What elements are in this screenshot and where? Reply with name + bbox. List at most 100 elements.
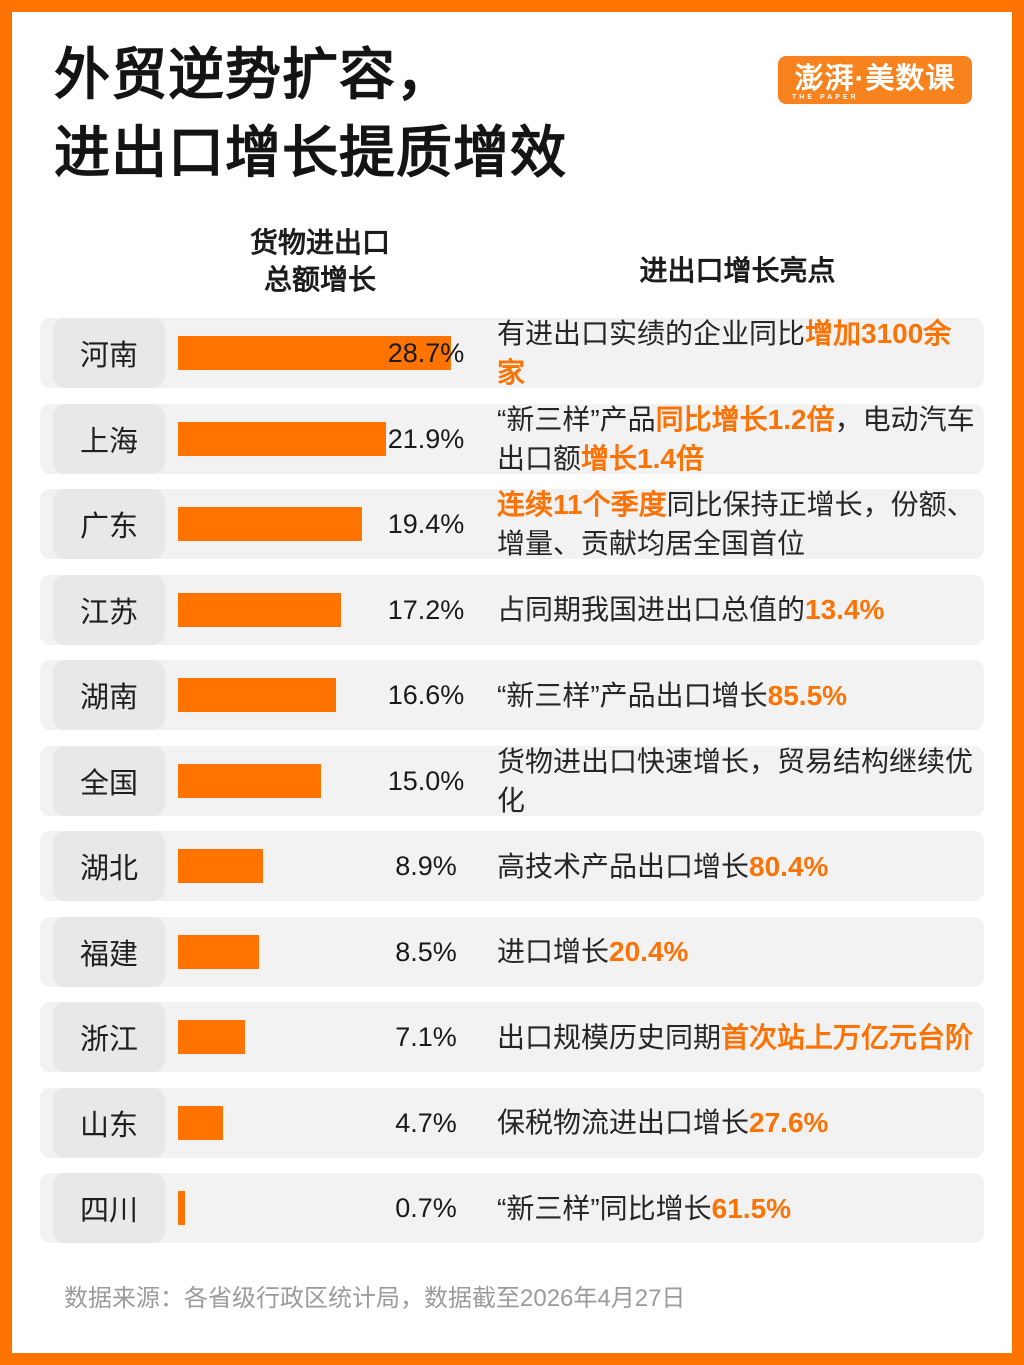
- page-title: 外贸逆势扩容， 进出口增长提质增效: [54, 36, 567, 192]
- highlight-cell: 保税物流进出口增长27.6%: [497, 1088, 975, 1158]
- highlight-emphasis: 同比增长1.2倍: [655, 403, 835, 435]
- highlight-plain: “新三样”产品出口增长: [497, 679, 768, 711]
- highlight-text: 进口增长20.4%: [497, 932, 688, 971]
- highlight-emphasis: 61.5%: [711, 1192, 792, 1224]
- highlight-cell: 连续11个季度同比保持正增长，份额、增量、贡献均居全国首位: [497, 489, 975, 559]
- value-bar: [178, 678, 336, 712]
- province-label: 四川: [53, 1173, 165, 1243]
- province-label: 福建: [53, 916, 165, 987]
- highlight-cell: 货物进出口快速增长，贸易结构继续优化: [497, 746, 975, 816]
- highlight-emphasis: 20.4%: [609, 936, 689, 967]
- highlight-text: 连续11个季度同比保持正增长，份额、增量、贡献均居全国首位: [497, 485, 975, 563]
- highlight-cell: 占同期我国进出口总值的13.4%: [497, 575, 975, 645]
- table-row: 江苏 17.2% 占同期我国进出口总值的13.4%: [40, 574, 984, 645]
- the-paper-logo: 澎湃·美数课 THE PAPER: [778, 56, 972, 104]
- table-row: 全国 15.0% 货物进出口快速增长，贸易结构继续优化: [40, 745, 984, 816]
- highlight-emphasis: 85.5%: [767, 679, 848, 711]
- value-bar: [178, 336, 451, 370]
- value-label: 8.9%: [395, 851, 457, 881]
- province-label: 江苏: [53, 574, 165, 645]
- value-bar: [178, 849, 263, 883]
- highlight-plain: 货物进出口快速增长，贸易结构继续优化: [497, 745, 974, 816]
- province-label: 广东: [53, 489, 165, 559]
- value-label: 28.7%: [387, 338, 465, 368]
- province-label: 河南: [53, 318, 165, 388]
- table-row: 四川 0.7% “新三样”同比增长61.5%: [40, 1173, 984, 1243]
- highlight-emphasis: 27.6%: [749, 1107, 829, 1138]
- highlight-cell: “新三样”产品出口增长85.5%: [497, 660, 975, 730]
- highlight-emphasis: 增长1.4倍: [581, 442, 704, 474]
- highlight-plain: 同比保持正增长，份额、增量、贡献均居全国首位: [497, 489, 975, 559]
- column-header-highlights: 进出口增长亮点: [639, 255, 836, 286]
- logo-subtext: THE PAPER: [792, 94, 859, 101]
- highlight-text: 有进出口实绩的企业同比增加3100余家: [497, 314, 975, 392]
- value-bar: [178, 934, 259, 969]
- highlight-emphasis: 首次站上万亿元台阶: [721, 1021, 974, 1053]
- highlight-plain: ，电动汽车出口额: [497, 403, 975, 474]
- table-row: 湖北 8.9% 高技术产品出口增长80.4%: [40, 831, 984, 901]
- highlight-text: 保税物流进出口增长27.6%: [497, 1103, 828, 1142]
- value-label: 0.7%: [395, 1193, 457, 1223]
- table-row: 浙江 7.1% 出口规模历史同期首次站上万亿元台阶: [40, 1002, 984, 1072]
- highlight-cell: “新三样”产品同比增长1.2倍，电动汽车出口额增长1.4倍: [497, 404, 975, 474]
- highlight-emphasis: 80.4%: [749, 850, 829, 882]
- highlight-cell: 有进出口实绩的企业同比增加3100余家: [497, 318, 975, 388]
- highlight-cell: 高技术产品出口增长80.4%: [497, 831, 975, 901]
- highlight-text: 占同期我国进出口总值的13.4%: [497, 590, 884, 629]
- highlight-cell: 进口增长20.4%: [497, 917, 975, 987]
- bar-chart: 河南 28.7% 有进出口实绩的企业同比增加3100余家 上海 21.9% “新…: [40, 318, 984, 1259]
- value-label: 7.1%: [395, 1022, 457, 1052]
- highlight-emphasis: 增加3100余家: [497, 318, 952, 388]
- value-label: 19.4%: [387, 509, 465, 539]
- value-bar: [178, 763, 321, 798]
- highlight-plain: 保税物流进出口增长: [497, 1107, 750, 1138]
- table-row: 广东 19.4% 连续11个季度同比保持正增长，份额、增量、贡献均居全国首位: [40, 489, 984, 559]
- highlight-plain: “新三样”产品: [497, 403, 656, 435]
- highlight-emphasis: 13.4%: [805, 594, 885, 625]
- highlight-plain: 高技术产品出口增长: [497, 850, 750, 882]
- highlight-cell: 出口规模历史同期首次站上万亿元台阶: [497, 1002, 975, 1072]
- value-label: 16.6%: [387, 680, 465, 710]
- highlight-text: 出口规模历史同期首次站上万亿元台阶: [497, 1018, 973, 1057]
- highlight-emphasis: 连续11个季度: [497, 489, 667, 520]
- value-label: 15.0%: [387, 765, 465, 796]
- value-bar: [178, 1191, 185, 1225]
- column-header-bar-line1: 货物进出口: [249, 227, 390, 258]
- highlight-text: “新三样”产品出口增长85.5%: [497, 676, 847, 715]
- highlight-plain: 占同期我国进出口总值的: [497, 594, 806, 625]
- highlight-plain: 出口规模历史同期: [497, 1021, 722, 1053]
- value-label: 17.2%: [387, 594, 465, 625]
- highlight-cell: “新三样”同比增长61.5%: [497, 1173, 975, 1243]
- column-header-bar-line2: 总额增长: [263, 264, 376, 295]
- logo-text: 澎湃·美数课: [794, 63, 956, 95]
- province-label: 湖北: [53, 831, 165, 901]
- table-row: 上海 21.9% “新三样”产品同比增长1.2倍，电动汽车出口额增长1.4倍: [40, 403, 984, 474]
- province-label: 上海: [53, 403, 165, 474]
- highlight-text: “新三样”同比增长61.5%: [497, 1189, 791, 1228]
- value-label: 21.9%: [387, 423, 465, 454]
- value-bar: [178, 1105, 223, 1140]
- table-row: 福建 8.5% 进口增长20.4%: [40, 916, 984, 987]
- table-row: 山东 4.7% 保税物流进出口增长27.6%: [40, 1087, 984, 1158]
- value-bar: [178, 592, 341, 627]
- table-row: 湖南 16.6% “新三样”产品出口增长85.5%: [40, 660, 984, 730]
- page-title-line2: 进出口增长提质增效: [54, 121, 567, 184]
- table-row: 河南 28.7% 有进出口实绩的企业同比增加3100余家: [40, 318, 984, 388]
- province-label: 山东: [53, 1087, 165, 1158]
- highlight-text: 高技术产品出口增长80.4%: [497, 847, 828, 886]
- highlight-text: “新三样”产品同比增长1.2倍，电动汽车出口额增长1.4倍: [497, 400, 975, 478]
- value-bar: [178, 1020, 245, 1054]
- data-source: 数据来源：各省级行政区统计局，数据截至2026年4月27日: [64, 1285, 686, 1312]
- province-label: 全国: [53, 745, 165, 816]
- value-bar: [178, 421, 386, 456]
- highlight-plain: 进口增长: [497, 936, 610, 967]
- province-label: 湖南: [53, 660, 165, 730]
- highlight-text: 货物进出口快速增长，贸易结构继续优化: [497, 742, 975, 820]
- value-bar: [178, 507, 362, 541]
- highlight-plain: 有进出口实绩的企业同比: [497, 318, 806, 349]
- value-label: 8.5%: [395, 936, 457, 967]
- column-header-bar: 货物进出口 总额增长: [220, 224, 420, 298]
- page-title-line1: 外贸逆势扩容，: [54, 43, 453, 106]
- value-label: 4.7%: [395, 1107, 457, 1138]
- highlight-plain: “新三样”同比增长: [497, 1192, 712, 1224]
